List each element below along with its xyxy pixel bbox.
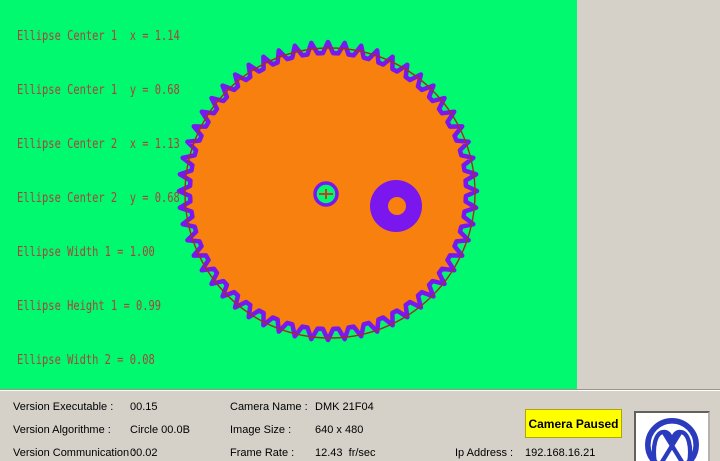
camera-paused-button[interactable]: Camera Paused — [525, 409, 622, 438]
measurement-line: Ellipse Center 2 y = 0.68 — [17, 191, 180, 206]
gear-analysis-overlay — [176, 39, 480, 343]
measurement-line: Ellipse Height 1 = 0.99 — [17, 299, 162, 314]
ip-address-label: Ip Address : — [455, 447, 514, 459]
camera-image-area: Ellipse Center 1 x = 1.14 Ellipse Center… — [0, 0, 577, 389]
camera-name-label: Camera Name : — [230, 401, 308, 413]
version-executable-label: Version Executable : — [13, 401, 114, 413]
version-communication-label: Version Communication : — [13, 447, 136, 459]
measurement-line: Ellipse Center 1 y = 0.68 — [17, 83, 180, 98]
measurement-line: Ellipse Width 2 = 0.08 — [17, 353, 155, 368]
frame-rate-label: Frame Rate : — [230, 447, 295, 459]
measurement-line: Ellipse Center 2 x = 1.13 — [17, 137, 180, 152]
version-communication-value: 00.02 — [130, 447, 158, 459]
measurement-results: Ellipse Center 1 x = 1.14 Ellipse Center… — [17, 0, 180, 389]
image-size-label: Image Size : — [230, 424, 292, 436]
measurement-line: Ellipse Width 1 = 1.00 — [17, 245, 155, 260]
company-logo-icon — [645, 418, 699, 461]
camera-name-value: DMK 21F04 — [315, 401, 374, 413]
bore-hole-inner — [388, 197, 406, 215]
ip-address-value: 192.168.16.21 — [525, 447, 596, 459]
version-executable-value: 00.15 — [130, 401, 158, 413]
frame-rate-value: 12.43 fr/sec — [315, 447, 376, 459]
fitted-ellipse-overlay — [184, 47, 476, 339]
version-algorithme-value: Circle 00.0B — [130, 424, 190, 436]
version-algorithme-label: Version Algorithme : — [13, 424, 111, 436]
company-logo — [634, 411, 710, 461]
image-size-value: 640 x 480 — [315, 424, 364, 436]
measurement-line: Ellipse Center 1 x = 1.14 — [17, 29, 180, 44]
status-panel: Version Executable : 00.15 Version Algor… — [0, 389, 720, 461]
